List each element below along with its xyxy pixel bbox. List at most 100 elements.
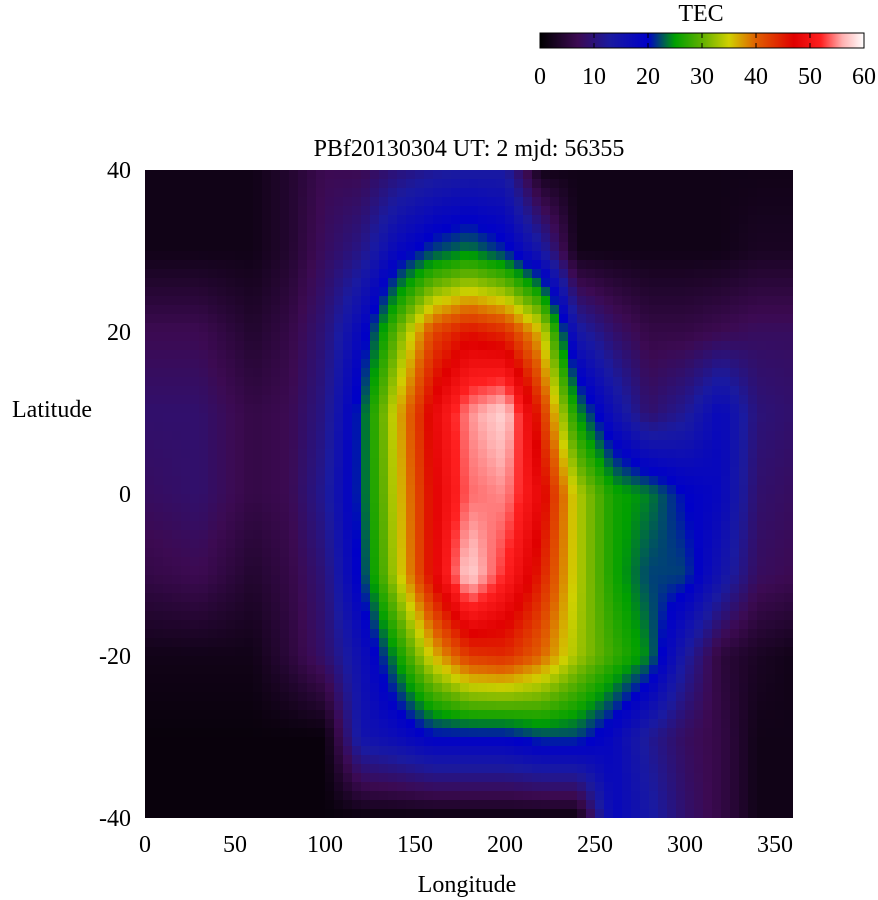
- heatmap-cell: [730, 485, 740, 495]
- heatmap-cell: [199, 503, 209, 513]
- heatmap-cell: [640, 440, 650, 450]
- heatmap-cell: [622, 242, 632, 252]
- heatmap-cell: [397, 674, 407, 684]
- heatmap-cell: [235, 413, 245, 423]
- heatmap-cell: [703, 530, 713, 540]
- heatmap-cell: [334, 737, 344, 747]
- heatmap-cell: [415, 692, 425, 702]
- heatmap-cell: [442, 458, 452, 468]
- heatmap-cell: [649, 611, 659, 621]
- heatmap-cell: [559, 287, 569, 297]
- heatmap-cell: [415, 746, 425, 756]
- heatmap-cell: [577, 350, 587, 360]
- heatmap-cell: [298, 332, 308, 342]
- heatmap-cell: [721, 287, 731, 297]
- heatmap-cell: [523, 476, 533, 486]
- heatmap-cell: [406, 485, 416, 495]
- heatmap-cell: [424, 602, 434, 612]
- heatmap-cell: [478, 377, 488, 387]
- heatmap-cell: [388, 242, 398, 252]
- heatmap-cell: [766, 197, 776, 207]
- heatmap-cell: [280, 701, 290, 711]
- heatmap-cell: [325, 269, 335, 279]
- heatmap-cell: [379, 485, 389, 495]
- heatmap-cell: [622, 332, 632, 342]
- heatmap-cell: [514, 593, 524, 603]
- heatmap-cell: [406, 287, 416, 297]
- heatmap-cell: [478, 341, 488, 351]
- heatmap-cell: [721, 377, 731, 387]
- heatmap-cell: [478, 323, 488, 333]
- heatmap-cell: [775, 296, 785, 306]
- heatmap-cell: [730, 674, 740, 684]
- heatmap-cell: [163, 638, 173, 648]
- heatmap-cell: [406, 521, 416, 531]
- heatmap-cell: [676, 359, 686, 369]
- heatmap-cell: [559, 332, 569, 342]
- heatmap-cell: [667, 467, 677, 477]
- heatmap-cell: [514, 287, 524, 297]
- heatmap-cell: [730, 350, 740, 360]
- heatmap-cell: [694, 377, 704, 387]
- heatmap-cell: [703, 422, 713, 432]
- heatmap-cell: [235, 710, 245, 720]
- heatmap-cell: [379, 305, 389, 315]
- heatmap-cell: [379, 638, 389, 648]
- heatmap-cell: [667, 692, 677, 702]
- heatmap-cell: [307, 233, 317, 243]
- heatmap-cell: [550, 242, 560, 252]
- heatmap-cell: [703, 377, 713, 387]
- heatmap-cell: [469, 350, 479, 360]
- heatmap-cell: [226, 404, 236, 414]
- heatmap-cell: [730, 215, 740, 225]
- heatmap-cell: [496, 557, 506, 567]
- heatmap-cell: [208, 566, 218, 576]
- heatmap-cell: [154, 512, 164, 522]
- heatmap-cell: [442, 206, 452, 216]
- heatmap-cell: [757, 242, 767, 252]
- heatmap-cell: [370, 611, 380, 621]
- heatmap-cell: [235, 206, 245, 216]
- heatmap-cell: [226, 530, 236, 540]
- heatmap-cell: [217, 530, 227, 540]
- heatmap-cell: [775, 269, 785, 279]
- heatmap-cell: [343, 422, 353, 432]
- heatmap-cell: [199, 332, 209, 342]
- heatmap-cell: [676, 287, 686, 297]
- heatmap-cell: [478, 692, 488, 702]
- heatmap-cell: [667, 170, 677, 180]
- heatmap-cell: [397, 404, 407, 414]
- heatmap-cell: [271, 530, 281, 540]
- heatmap-cell: [172, 413, 182, 423]
- heatmap-cell: [145, 197, 155, 207]
- heatmap-cell: [334, 359, 344, 369]
- heatmap-cell: [604, 476, 614, 486]
- heatmap-cell: [640, 314, 650, 324]
- heatmap-cell: [163, 692, 173, 702]
- heatmap-cell: [154, 413, 164, 423]
- heatmap-cell: [208, 233, 218, 243]
- heatmap-cell: [370, 215, 380, 225]
- heatmap-cell: [775, 413, 785, 423]
- heatmap-cell: [226, 557, 236, 567]
- heatmap-cell: [226, 512, 236, 522]
- heatmap-cell: [586, 764, 596, 774]
- heatmap-cell: [172, 323, 182, 333]
- heatmap-cell: [478, 728, 488, 738]
- heatmap-cell: [379, 710, 389, 720]
- heatmap-cell: [541, 269, 551, 279]
- heatmap-cell: [154, 557, 164, 567]
- heatmap-cell: [775, 341, 785, 351]
- heatmap-cell: [361, 287, 371, 297]
- heatmap-cell: [226, 233, 236, 243]
- heatmap-cell: [460, 170, 470, 180]
- heatmap-cell: [181, 503, 191, 513]
- heatmap-cell: [415, 602, 425, 612]
- heatmap-cell: [199, 206, 209, 216]
- heatmap-cell: [451, 674, 461, 684]
- heatmap-cell: [775, 422, 785, 432]
- heatmap-cell: [208, 413, 218, 423]
- heatmap-cell: [748, 755, 758, 765]
- heatmap-cell: [730, 593, 740, 603]
- heatmap-cell: [739, 251, 749, 261]
